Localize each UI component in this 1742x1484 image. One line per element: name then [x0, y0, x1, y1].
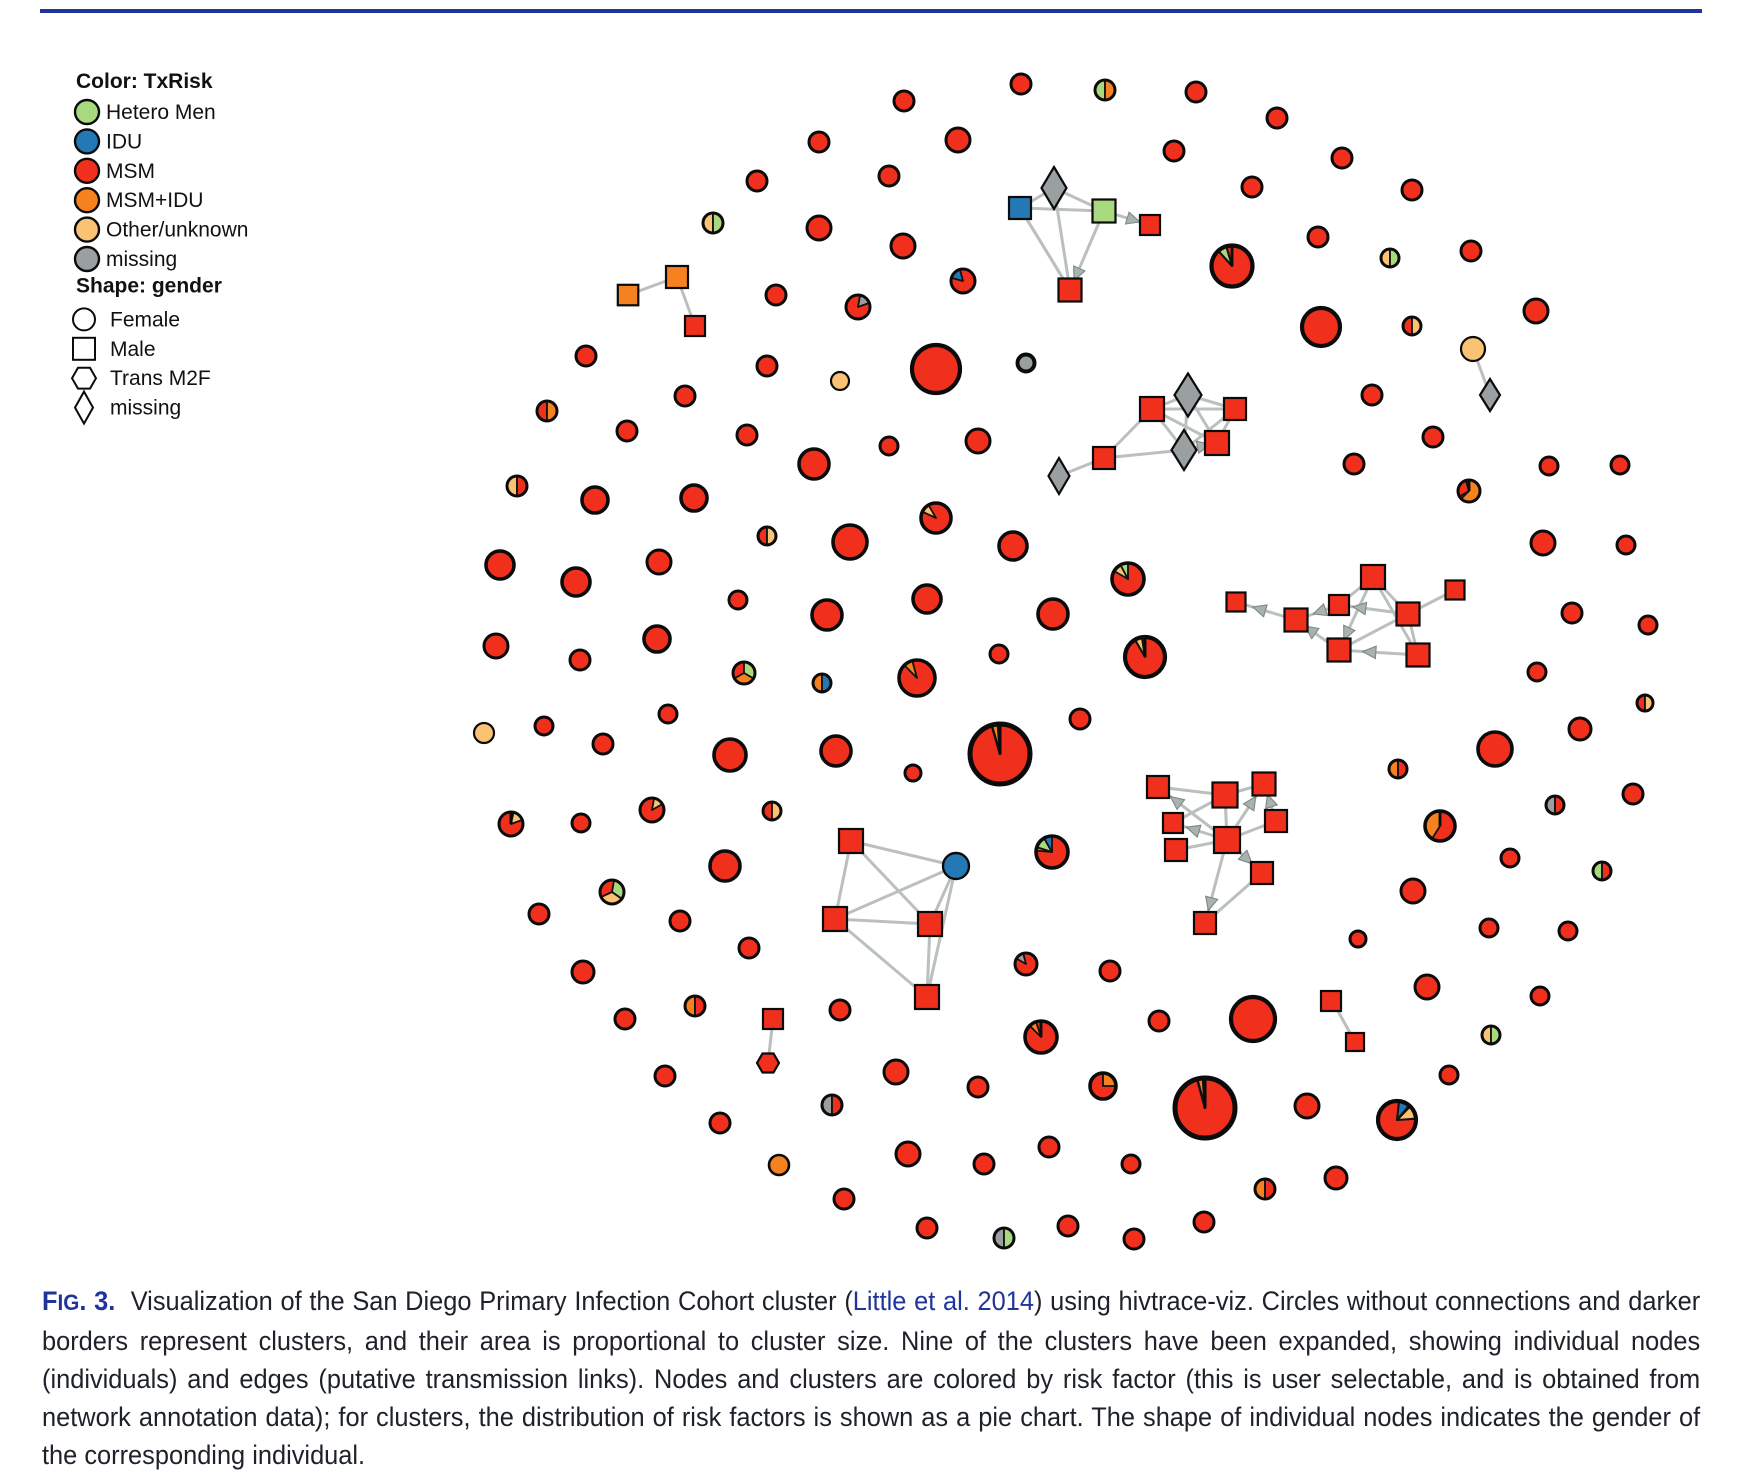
svg-text:Male: Male — [110, 338, 156, 361]
svg-text:Shape: gender: Shape: gender — [76, 274, 222, 297]
svg-text:MSM: MSM — [106, 160, 155, 183]
svg-text:IDU: IDU — [106, 130, 142, 153]
svg-text:Female: Female — [110, 308, 180, 331]
svg-text:Color: TxRisk: Color: TxRisk — [76, 70, 213, 93]
svg-text:Trans M2F: Trans M2F — [110, 367, 211, 390]
svg-text:MSM+IDU: MSM+IDU — [106, 189, 203, 212]
svg-text:missing: missing — [110, 397, 181, 420]
svg-text:Hetero Men: Hetero Men — [106, 101, 216, 124]
svg-text:Other/unknown: Other/unknown — [106, 219, 248, 242]
svg-text:missing: missing — [106, 248, 177, 271]
